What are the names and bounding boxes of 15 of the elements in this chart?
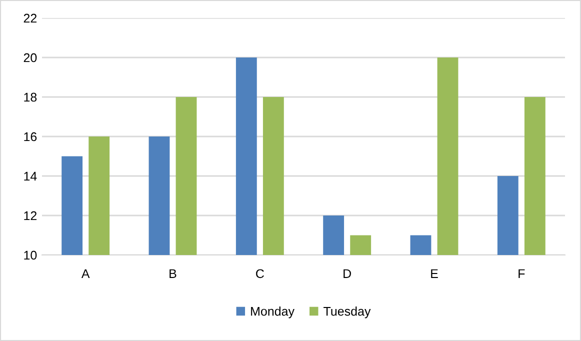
y-tick-label: 12 xyxy=(24,211,37,220)
x-tick-label: D xyxy=(344,269,351,278)
y-tick-label: 22 xyxy=(24,14,37,23)
x-tick-label: B xyxy=(170,269,176,278)
y-tick-label: 16 xyxy=(24,132,37,142)
y-tick-label: 18 xyxy=(24,92,37,102)
x-tick-label: E xyxy=(431,269,438,278)
legend-label: Monday xyxy=(251,306,294,318)
y-tick-label: 20 xyxy=(24,53,37,62)
x-tick-label: F xyxy=(518,269,525,278)
y-tick-label: 10 xyxy=(24,250,37,260)
x-tick-label: C xyxy=(256,269,264,278)
y-tick-label: 14 xyxy=(24,172,37,181)
x-tick-label: A xyxy=(81,269,90,278)
legend-label: Tuesday xyxy=(324,306,371,318)
